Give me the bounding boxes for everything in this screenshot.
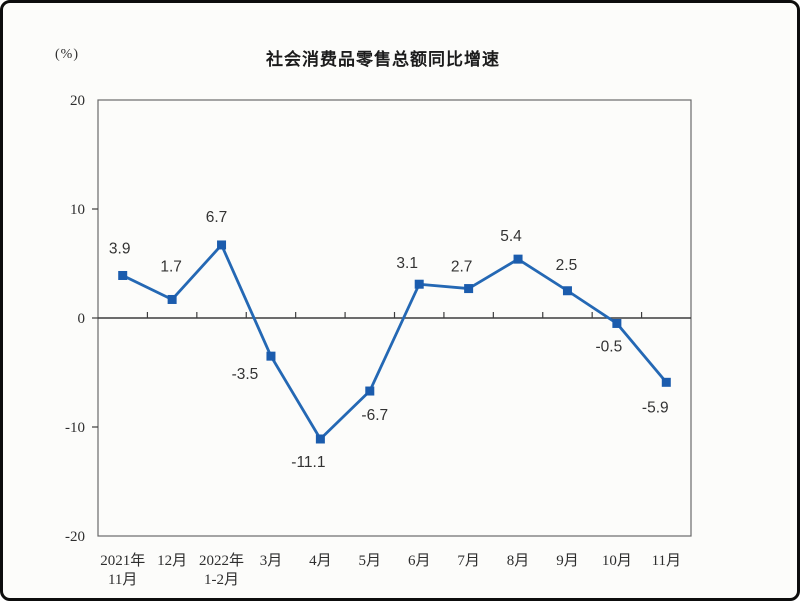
y-axis-tick-label: 10 xyxy=(70,202,85,218)
data-point-marker xyxy=(612,318,622,328)
x-axis-tick-label: 12月 xyxy=(157,553,187,569)
data-point-label: 1.7 xyxy=(160,258,182,275)
x-axis-tick-label: 9月 xyxy=(556,553,579,569)
data-point-marker xyxy=(464,284,474,294)
data-point-marker xyxy=(217,240,227,250)
data-point-label: 5.4 xyxy=(500,228,522,245)
data-point-label: 6.7 xyxy=(206,209,228,226)
data-point-label: -11.1 xyxy=(291,454,325,471)
x-axis-tick-label: 10月 xyxy=(602,553,632,569)
y-axis-tick-label: 20 xyxy=(70,93,85,109)
data-point-label: 2.5 xyxy=(556,257,578,274)
x-axis-tick-label: 8月 xyxy=(507,553,530,569)
data-point-label: 2.7 xyxy=(451,259,473,276)
data-point-marker xyxy=(513,254,523,264)
y-axis-tick-label: -10 xyxy=(65,420,85,436)
line-chart: 20 10 0 -10 -20 3.9 1.7 6.7 -3.5 -11.1 -6.7 3.1 2.7 5… xyxy=(65,93,692,588)
data-point-label: -3.5 xyxy=(232,366,259,383)
y-axis-tick-label: -20 xyxy=(65,529,85,545)
data-point-label: 3.1 xyxy=(396,255,418,272)
x-axis-tick-label: 7月 xyxy=(457,553,480,569)
data-point-marker xyxy=(562,286,572,296)
x-axis-tick-label: 4月 xyxy=(309,553,332,569)
x-axis-tick-label: 5月 xyxy=(359,553,382,569)
data-point-label: -5.9 xyxy=(642,399,669,416)
x-axis-tick-label: 2021年 11月 xyxy=(100,552,145,588)
y-axis-unit-label: (%) xyxy=(55,47,79,62)
y-axis-tick-label: 0 xyxy=(78,311,86,327)
chart-title: 社会消费品零售总额同比增速 xyxy=(266,50,500,69)
data-point-label: -0.5 xyxy=(596,338,623,355)
data-point-label: 3.9 xyxy=(109,240,131,257)
data-point-marker xyxy=(365,386,375,396)
data-line xyxy=(121,243,668,441)
data-point-marker xyxy=(118,270,128,280)
data-point-marker xyxy=(661,377,671,387)
x-axis-tick-label: 6月 xyxy=(408,553,431,569)
data-point-marker xyxy=(315,434,325,444)
x-axis-tick-label: 2022年 1-2月 xyxy=(199,552,244,588)
data-point-marker xyxy=(266,351,276,361)
data-point-marker xyxy=(167,294,177,304)
data-point-label: -6.7 xyxy=(361,407,388,424)
data-point-marker xyxy=(414,279,424,289)
x-axis-tick-label: 11月 xyxy=(652,553,681,569)
x-axis-tick-label: 3月 xyxy=(260,553,283,569)
